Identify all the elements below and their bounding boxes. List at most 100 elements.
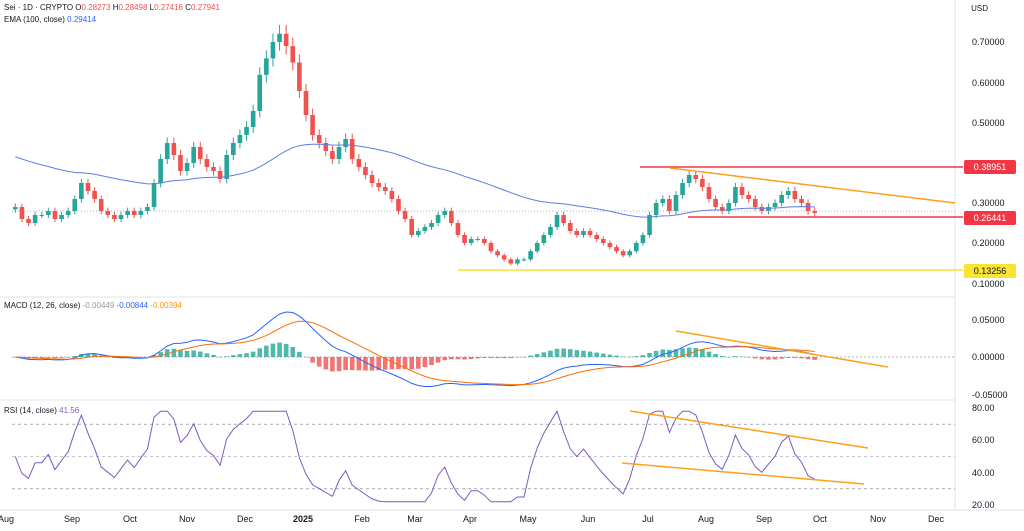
- macd-hist-bar: [653, 350, 659, 357]
- macd-hist-bar: [105, 356, 111, 358]
- candle-body: [640, 235, 646, 243]
- candle-body: [733, 187, 738, 203]
- macd-hist-bar: [211, 354, 216, 357]
- macd-hist-bar: [647, 353, 652, 357]
- macd-hist-bar: [178, 350, 183, 357]
- support-price-tag: 0.26441: [964, 211, 1016, 225]
- macd-hist-bar: [442, 357, 448, 361]
- macd-hist-value: -0.00449: [82, 301, 115, 310]
- candle-body: [680, 183, 685, 195]
- macd-hist-bar: [257, 348, 263, 357]
- macd-hist-bar: [620, 356, 626, 358]
- macd-hist-bar: [759, 357, 765, 360]
- candle-body: [197, 147, 203, 159]
- macd-hist-bar: [475, 357, 481, 359]
- candle-body: [429, 223, 434, 227]
- candle-body: [647, 215, 652, 235]
- candle-body: [766, 207, 771, 211]
- candle-body: [653, 203, 659, 215]
- candle-body: [422, 227, 428, 231]
- candle-body: [693, 175, 699, 179]
- candle-body: [85, 183, 91, 191]
- price-axis-tick: 0.70000: [972, 37, 1005, 47]
- macd-hist-bar: [726, 356, 732, 358]
- macd-hist-bar: [752, 357, 758, 359]
- candle-body: [264, 58, 269, 75]
- macd-hist-bar: [231, 355, 236, 357]
- candle-body: [191, 147, 196, 163]
- macd-hist-bar: [713, 354, 718, 357]
- macd-hist-bar: [455, 357, 461, 360]
- candle-body: [435, 215, 441, 223]
- rsi-axis-tick: 40.00: [972, 468, 995, 478]
- rsi-lower-trend-line: [621, 462, 865, 485]
- macd-hist-bar: [686, 347, 692, 357]
- high-value: 0.28498: [118, 3, 148, 12]
- macd-hist-bar: [363, 357, 368, 371]
- candle-body: [303, 91, 309, 115]
- macd-hist-bar: [812, 357, 818, 360]
- candle-body: [283, 33, 289, 47]
- chart-header: Sei · 1D · CRYPTO O0.28273 H0.28498 L0.2…: [4, 3, 220, 12]
- rsi-legend: RSI (14, close) 41.56: [4, 406, 79, 415]
- candle-body: [607, 243, 613, 248]
- candle-body: [237, 135, 243, 143]
- candle-body: [719, 207, 725, 211]
- macd-hist-bar: [46, 357, 51, 358]
- macd-hist-bar: [250, 351, 256, 357]
- ema-label: EMA (100, close): [4, 15, 65, 24]
- candle-body: [726, 203, 732, 211]
- time-axis-label: Nov: [870, 514, 887, 524]
- macd-hist-bar: [574, 350, 580, 357]
- candle-body: [501, 255, 507, 260]
- macd-hist-bar: [389, 357, 395, 370]
- time-axis-label: Nov: [179, 514, 196, 524]
- macd-hist-bar: [693, 347, 699, 357]
- open-value: 0.28273: [81, 3, 111, 12]
- macd-hist-bar: [449, 357, 454, 360]
- macd-hist-bar: [382, 357, 388, 370]
- candle-body: [475, 239, 481, 240]
- time-axis-label: Jul: [642, 514, 654, 524]
- candle-body: [627, 251, 633, 256]
- close-value: 0.27941: [191, 3, 220, 12]
- macd-axis-tick: 0.05000: [972, 315, 1005, 325]
- candle-body: [98, 199, 104, 211]
- candle-body: [184, 163, 190, 171]
- candle-body: [488, 243, 494, 252]
- macd-hist-bar: [805, 357, 811, 360]
- macd-hist-bar: [151, 355, 157, 357]
- candle-body: [376, 183, 381, 187]
- macd-hist-bar: [772, 357, 778, 360]
- candle-body: [752, 199, 758, 207]
- candle-body: [171, 143, 177, 155]
- macd-hist-bar: [290, 346, 296, 357]
- macd-hist-bar: [508, 357, 514, 359]
- time-axis-label: Sep: [756, 514, 772, 524]
- candle-body: [19, 207, 25, 219]
- candle-body: [151, 183, 157, 207]
- symbol-label: Sei · 1D · CRYPTO: [4, 3, 74, 12]
- macd-hist-bar: [766, 357, 771, 360]
- candle-body: [356, 159, 362, 167]
- candle-body: [277, 33, 282, 42]
- candle-body: [336, 147, 342, 159]
- candle-body: [581, 231, 586, 235]
- high-label: H: [112, 3, 119, 12]
- macd-hist-bar: [356, 357, 362, 371]
- macd-hist-bar: [429, 357, 434, 366]
- candle-body: [158, 159, 163, 183]
- macd-hist-bar: [59, 357, 64, 358]
- macd-hist-bar: [244, 353, 249, 357]
- macd-hist-bar: [660, 349, 666, 357]
- candle-body: [554, 215, 560, 227]
- time-axis-label: Oct: [813, 514, 828, 524]
- time-axis-label: Dec: [928, 514, 945, 524]
- candle-body: [449, 211, 454, 223]
- close-label: C: [185, 3, 192, 12]
- candle-body: [204, 159, 210, 167]
- candle-body: [382, 187, 388, 191]
- macd-legend: MACD (12, 26, close) -0.00449 -0.00844 -…: [4, 301, 182, 310]
- macd-hist-bar: [52, 357, 58, 359]
